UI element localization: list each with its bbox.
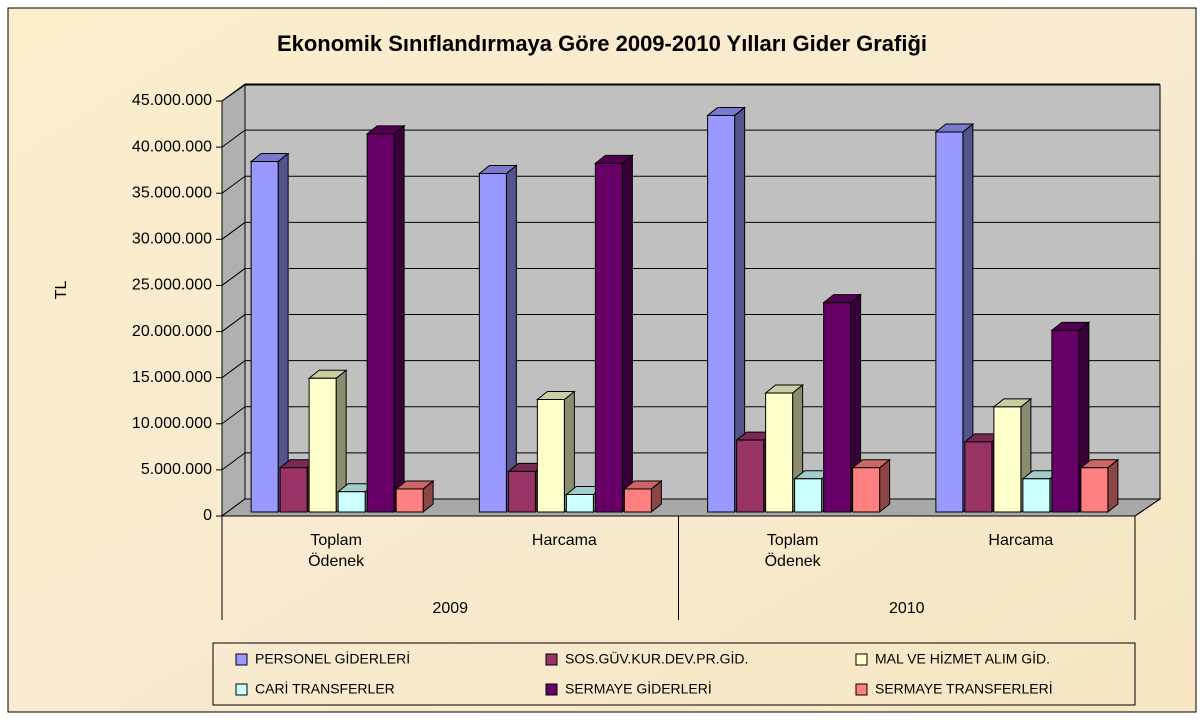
bar-side	[277, 152, 289, 514]
bar	[935, 131, 964, 513]
x-tick-label: Harcama	[531, 532, 597, 549]
bar	[594, 162, 623, 513]
grid-line	[221, 314, 246, 332]
legend-swatch	[235, 653, 248, 666]
y-tick-label: 0	[203, 507, 212, 524]
bar	[507, 470, 536, 513]
bar	[707, 114, 736, 513]
bar-side	[879, 458, 891, 514]
legend-swatch	[855, 653, 868, 666]
legend-label: PERSONEL GİDERLERİ	[255, 650, 410, 667]
bar	[337, 491, 366, 513]
y-tick-label: 25.000.000	[132, 277, 212, 294]
bar-side	[1107, 458, 1119, 514]
y-tick-label: 20.000.000	[132, 323, 212, 340]
bar	[964, 441, 993, 513]
y-axis-title: TL	[53, 281, 70, 300]
bar	[536, 398, 565, 513]
bar-side	[621, 154, 633, 514]
legend-swatch	[855, 683, 868, 696]
bar	[1051, 329, 1080, 513]
bar	[736, 439, 765, 513]
bar	[1080, 467, 1109, 513]
side-wall	[221, 84, 246, 517]
grid-line	[221, 360, 246, 379]
bar	[623, 488, 652, 513]
bar	[308, 377, 337, 513]
y-tick-label: 5.000.000	[141, 461, 212, 478]
legend-swatch	[235, 683, 248, 696]
y-tick-label: 45.000.000	[132, 92, 212, 109]
legend-label: CARİ TRANSFERLER	[255, 680, 395, 697]
bar-side	[393, 124, 405, 514]
legend-label: SERMAYE GİDERLERİ	[565, 680, 712, 697]
legend-label: SERMAYE TRANSFERLERİ	[875, 680, 1053, 697]
grid-line	[221, 175, 246, 194]
y-tick-label: 30.000.000	[132, 231, 212, 248]
bar	[250, 161, 279, 513]
floor-edge	[1134, 498, 1161, 517]
bar	[794, 478, 823, 513]
bar	[1022, 478, 1051, 513]
grid-line	[221, 83, 246, 102]
y-tick-label: 40.000.000	[132, 138, 212, 155]
x-tick-label-box: Harcama	[531, 532, 597, 549]
chart-title: Ekonomik Sınıflandırmaya Göre 2009-2010 …	[277, 31, 927, 56]
x-tick-label: Harcama	[988, 532, 1054, 549]
x-tick-label-box: Harcama	[988, 532, 1054, 549]
group-label: 2009	[432, 600, 468, 617]
grid-line	[221, 452, 246, 471]
grid-line	[221, 268, 246, 286]
bar-side	[505, 164, 517, 514]
x-tick-label: Toplam Ödenek	[308, 532, 365, 570]
bar	[395, 488, 424, 513]
legend-label: SOS.GÜV.KUR.DEV.PR.GİD.	[565, 650, 748, 667]
x-tick-label-box: Toplam Ödenek	[764, 532, 821, 570]
x-tick-label: Toplam Ödenek	[764, 532, 821, 570]
bar	[366, 133, 395, 513]
grid-line	[221, 221, 246, 240]
bar	[765, 392, 794, 513]
grid-line	[221, 406, 246, 425]
legend-box	[212, 642, 1136, 706]
y-tick-label: 35.000.000	[132, 184, 212, 201]
y-tick-label: 15.000.000	[132, 369, 212, 386]
x-tick-label-box: Toplam Ödenek	[308, 532, 365, 570]
legend-label: MAL VE HİZMET ALIM GİD.	[875, 650, 1050, 667]
bar	[565, 493, 594, 513]
group-label: 2010	[889, 600, 925, 617]
y-tick-label: 10.000.000	[132, 415, 212, 432]
bar	[478, 173, 507, 513]
bar	[852, 467, 881, 513]
bar	[823, 302, 852, 513]
legend-swatch	[545, 653, 558, 666]
bar	[993, 406, 1022, 513]
grid-line	[221, 129, 246, 148]
legend-swatch	[545, 683, 558, 696]
bar	[279, 467, 308, 513]
